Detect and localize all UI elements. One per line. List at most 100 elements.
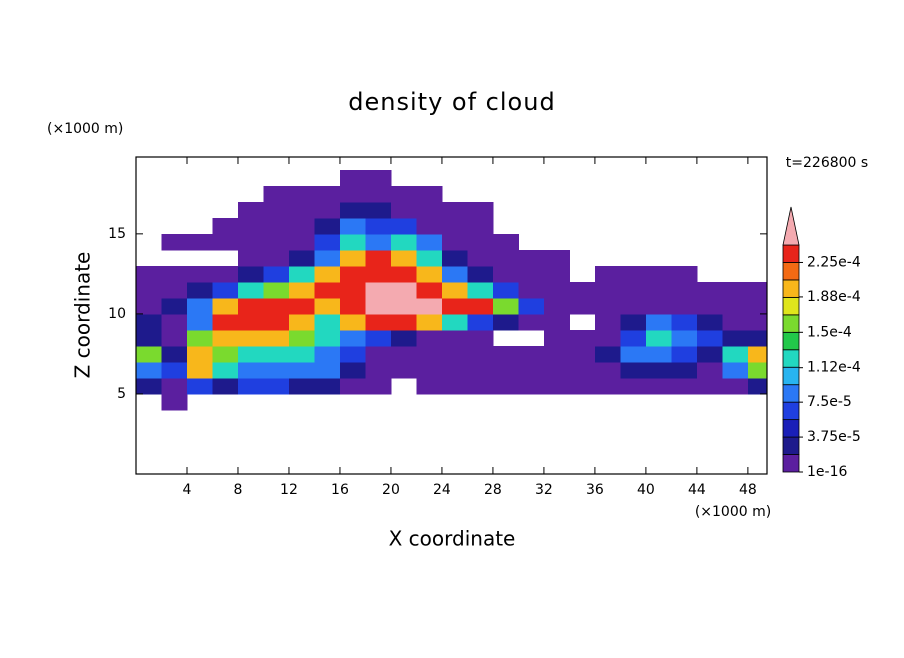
contour-cell <box>288 361 315 379</box>
contour-cell <box>314 265 341 283</box>
contour-cell <box>671 313 698 331</box>
contour-cell <box>722 297 749 315</box>
contour-cell <box>696 377 723 395</box>
contour-cell <box>263 377 290 395</box>
contour-cell <box>186 361 213 379</box>
contour-cell <box>390 201 417 219</box>
contour-cell <box>212 313 239 331</box>
contour-cell <box>161 265 188 283</box>
contour-cell <box>467 329 494 347</box>
contour-cell <box>212 217 239 235</box>
contour-cell <box>186 281 213 299</box>
contour-cell <box>263 217 290 235</box>
contour-cell <box>722 281 749 299</box>
contour-cell <box>543 297 570 315</box>
x-tick-label: 16 <box>331 482 349 498</box>
contour-cell <box>136 313 162 331</box>
contour-cell <box>747 313 767 331</box>
contour-cell <box>390 313 417 331</box>
contour-cell <box>288 185 315 203</box>
contour-cell <box>263 265 290 283</box>
contour-cell <box>569 345 596 363</box>
contour-cell <box>594 345 621 363</box>
contour-cell <box>237 377 264 395</box>
contour-cell <box>161 345 188 363</box>
contour-cell <box>492 313 519 331</box>
contour-cell <box>136 377 162 395</box>
contour-cell <box>671 281 698 299</box>
contour-cell <box>722 329 749 347</box>
contour-cell <box>288 329 315 347</box>
contour-cell <box>136 297 162 315</box>
contour-cell <box>569 329 596 347</box>
contour-cell <box>339 361 366 379</box>
contour-cell <box>416 185 443 203</box>
colorbar-tick-label: 1e-16 <box>807 464 847 480</box>
y-unit: (×1000 m) <box>47 121 123 137</box>
contour-cell <box>339 217 366 235</box>
colorbar-extend <box>782 206 800 246</box>
contour-cell <box>594 265 621 283</box>
contour-cell <box>441 329 468 347</box>
contour-cell <box>339 281 366 299</box>
contour-cell <box>543 313 570 331</box>
contour-cell <box>696 281 723 299</box>
contour-cell <box>339 185 366 203</box>
contour-cell <box>747 345 767 363</box>
contour-cell <box>237 345 264 363</box>
contour-cell <box>365 329 392 347</box>
x-tick-label: 40 <box>637 482 655 498</box>
contour-cell <box>594 329 621 347</box>
contour-cell <box>390 329 417 347</box>
contour-cell <box>747 377 767 395</box>
contour-cell <box>263 297 290 315</box>
contour-cell <box>161 377 188 395</box>
contour-cell <box>518 265 545 283</box>
contour-cell <box>518 297 545 315</box>
contour-cell <box>314 297 341 315</box>
contour-cell <box>492 233 519 251</box>
y-axis-label: Z coordinate <box>71 252 95 379</box>
colorbar-band <box>782 384 800 403</box>
contour-cell <box>237 361 264 379</box>
contour-cell <box>722 313 749 331</box>
contour-cell <box>212 345 239 363</box>
contour-cell <box>365 169 392 187</box>
contour-cell <box>263 329 290 347</box>
chart-title: density of cloud <box>348 88 555 116</box>
contour-cell <box>747 281 767 299</box>
contour-cell <box>237 265 264 283</box>
contour-cell <box>314 281 341 299</box>
contour-cell <box>645 345 672 363</box>
contour-cell <box>212 265 239 283</box>
y-tick-label: 5 <box>117 386 126 402</box>
contour-cell <box>212 361 239 379</box>
contour-cell <box>645 361 672 379</box>
x-tick-label: 36 <box>586 482 604 498</box>
contour-cell <box>212 329 239 347</box>
contour-cell <box>212 233 239 251</box>
contour-cell <box>416 377 443 395</box>
contour-cell <box>288 265 315 283</box>
contour-cell <box>441 201 468 219</box>
contour-cell <box>390 265 417 283</box>
contour-cell <box>339 345 366 363</box>
contour-cell <box>186 329 213 347</box>
x-tick-label: 12 <box>280 482 298 498</box>
colorbar-band <box>782 279 800 298</box>
colorbar-band <box>782 244 800 263</box>
contour-cell <box>237 233 264 251</box>
contour-cell <box>441 345 468 363</box>
contour-cell <box>620 281 647 299</box>
colorbar-tick-label: 1.5e-4 <box>807 324 852 340</box>
contour-cell <box>671 377 698 395</box>
x-tick-label: 24 <box>433 482 451 498</box>
contour-cell <box>543 249 570 267</box>
contour-cell <box>492 361 519 379</box>
colorbar-band <box>782 436 800 455</box>
contour-cell <box>263 281 290 299</box>
contour-cell <box>722 361 749 379</box>
contour-cell <box>136 281 162 299</box>
contour-cell <box>186 297 213 315</box>
